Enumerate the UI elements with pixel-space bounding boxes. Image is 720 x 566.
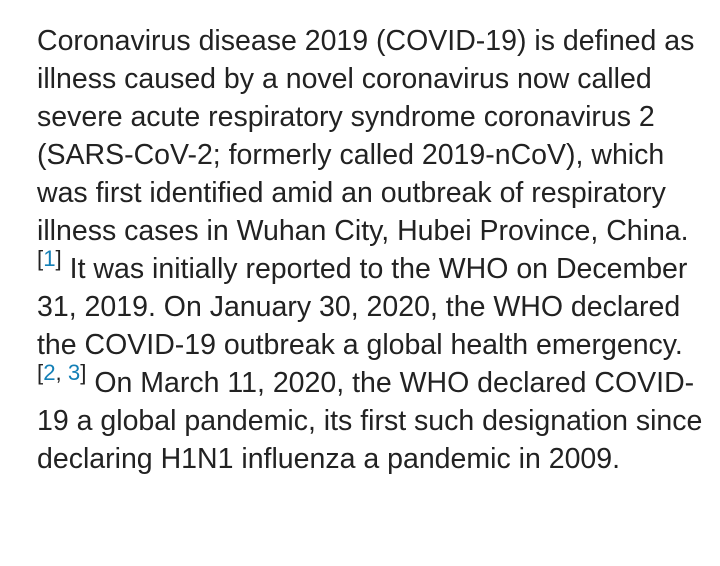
- paragraph-text-segment-2: It was initially reported to the WHO on …: [37, 253, 688, 361]
- citation-close-bracket: ]: [55, 245, 62, 271]
- citation-link-3[interactable]: 3: [67, 359, 81, 385]
- article-body: Coronavirus disease 2019 (COVID-19) is d…: [37, 22, 703, 478]
- covid-definition-paragraph: Coronavirus disease 2019 (COVID-19) is d…: [37, 22, 703, 478]
- citation-open-bracket: [: [37, 359, 44, 385]
- citation-link-2[interactable]: 2: [43, 359, 56, 385]
- citation-separator: ,: [55, 359, 68, 385]
- citation-link-1[interactable]: 1: [43, 245, 56, 271]
- citation-2-3: [2, 3]: [37, 360, 86, 385]
- paragraph-text-segment-3: On March 11, 2020, the WHO declared COVI…: [37, 367, 703, 475]
- citation-close-bracket: ]: [80, 359, 87, 385]
- citation-open-bracket: [: [37, 245, 44, 271]
- citation-1: [1]: [37, 246, 62, 271]
- paragraph-text-segment-1: Coronavirus disease 2019 (COVID-19) is d…: [37, 25, 695, 247]
